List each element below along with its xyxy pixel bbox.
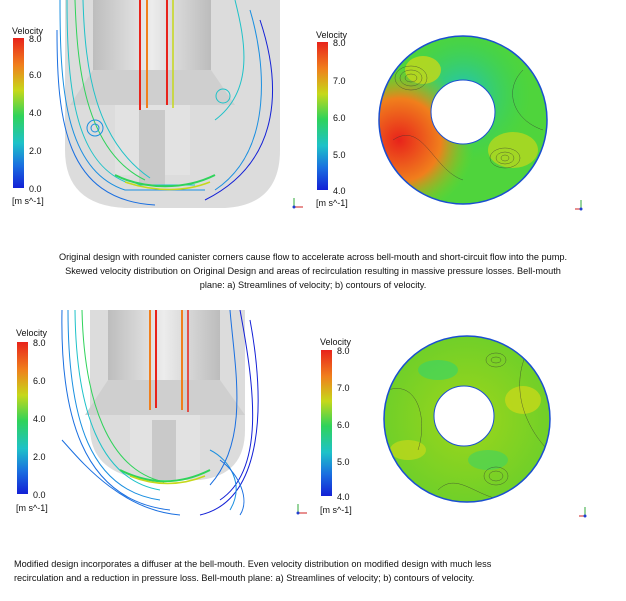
legend-tick: 6.0 [29, 70, 42, 80]
axes-triad-icon [575, 200, 583, 211]
legend-unit: [m s^-1] [320, 505, 352, 515]
legend-title: Velocity [12, 26, 44, 36]
legend-tick: 8.0 [29, 34, 42, 44]
legend-tick: 8.0 [337, 346, 350, 356]
legend-tick: 6.0 [33, 376, 46, 386]
legend-tick: 8.0 [33, 338, 46, 348]
streamlines-original-image [56, 0, 280, 208]
legend-tick: 0.0 [29, 184, 42, 194]
legend-tick: 8.0 [333, 38, 346, 48]
legend-tick: 0.0 [33, 490, 46, 500]
legend-tick: 2.0 [33, 452, 46, 462]
legend-colorbar [317, 42, 328, 190]
streamlines-modified-image [60, 310, 270, 520]
axes-triad-icon [296, 504, 307, 515]
legend-tick: 7.0 [333, 76, 346, 86]
legend-unit: [m s^-1] [16, 503, 48, 513]
legend-tick: 4.0 [333, 186, 346, 196]
caption-modified-design: Modified design incorporates a diffuser … [14, 557, 614, 585]
legend-title: Velocity [316, 30, 348, 40]
legend-tick: 4.0 [33, 414, 46, 424]
legend-tick: 4.0 [337, 492, 350, 502]
contours-modified-image [383, 335, 551, 503]
caption-original-design: Original design with rounded canister co… [6, 250, 620, 292]
legend-tick: 2.0 [29, 146, 42, 156]
axes-triad-icon [292, 198, 303, 209]
legend-colorbar [17, 342, 28, 494]
legend-tick: 7.0 [337, 383, 350, 393]
legend-tick: 4.0 [29, 108, 42, 118]
legend-title: Velocity [16, 328, 48, 338]
legend-colorbar [13, 38, 24, 188]
legend-tick: 5.0 [333, 150, 346, 160]
legend-unit: [m s^-1] [12, 196, 44, 206]
caption-line: Skewed velocity distribution on Original… [65, 266, 561, 276]
contours-original-image [378, 35, 548, 205]
caption-line: Original design with rounded canister co… [58, 252, 568, 262]
legend-tick: 5.0 [337, 457, 350, 467]
legend-unit: [m s^-1] [316, 198, 348, 208]
caption-line: recirculation and a reduction in pressur… [14, 573, 475, 583]
caption-line: Modified design incorporates a diffuser … [14, 559, 492, 569]
legend-colorbar [321, 350, 332, 496]
legend-tick: 6.0 [337, 420, 350, 430]
caption-line: plane: a) Streamlines of velocity; b) co… [199, 280, 427, 290]
legend-tick: 6.0 [333, 113, 346, 123]
legend-title: Velocity [320, 337, 352, 347]
axes-triad-icon [579, 507, 587, 518]
